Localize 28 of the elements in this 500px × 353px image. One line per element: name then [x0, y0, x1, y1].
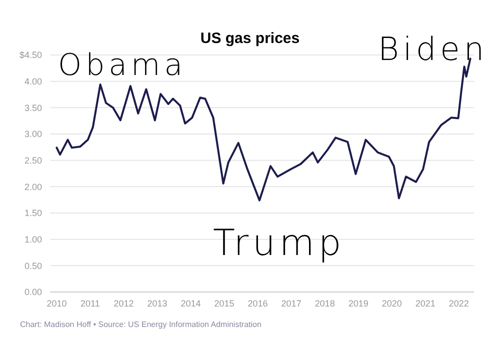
annotation: Trump	[213, 223, 346, 264]
y-tick-label: 2.50	[24, 156, 42, 166]
x-tick-label: 2014	[180, 298, 201, 308]
x-tick-label: 2013	[147, 298, 168, 308]
y-tick-label: 0.00	[24, 287, 42, 298]
y-tick-label: 1.50	[24, 208, 42, 218]
y-tick-label: 2.00	[24, 182, 42, 192]
y-tick-label: 3.00	[24, 129, 42, 140]
x-tick-label: 2017	[281, 298, 302, 308]
x-tick-label: 2012	[114, 298, 134, 308]
x-tick-label: 2021	[415, 298, 436, 308]
y-tick-label: 3.50	[24, 102, 42, 113]
chart-title: US gas prices	[200, 30, 300, 47]
y-tick-label: 0.50	[24, 260, 42, 271]
annotation: Biden	[378, 30, 488, 68]
text: Chart: Madison Hoff • Source: US Energy Information Administration	[20, 320, 262, 329]
x-tick-label: 2018	[314, 298, 335, 308]
x-tick-label: 2011	[80, 298, 100, 308]
x-tick-label: 2010	[46, 298, 67, 308]
x-tick-label: 2016	[248, 298, 268, 308]
x-tick-label: 2020	[382, 298, 402, 308]
x-tick-label: 2019	[348, 298, 368, 308]
annotation: Obama	[58, 48, 187, 83]
x-tick-label: 2015	[214, 298, 234, 308]
y-tick-label: $4.50	[19, 50, 42, 60]
y-tick-label: 1.00	[24, 234, 42, 245]
y-tick-label: 4.00	[24, 76, 42, 87]
x-tick-label: 2022	[448, 298, 469, 308]
